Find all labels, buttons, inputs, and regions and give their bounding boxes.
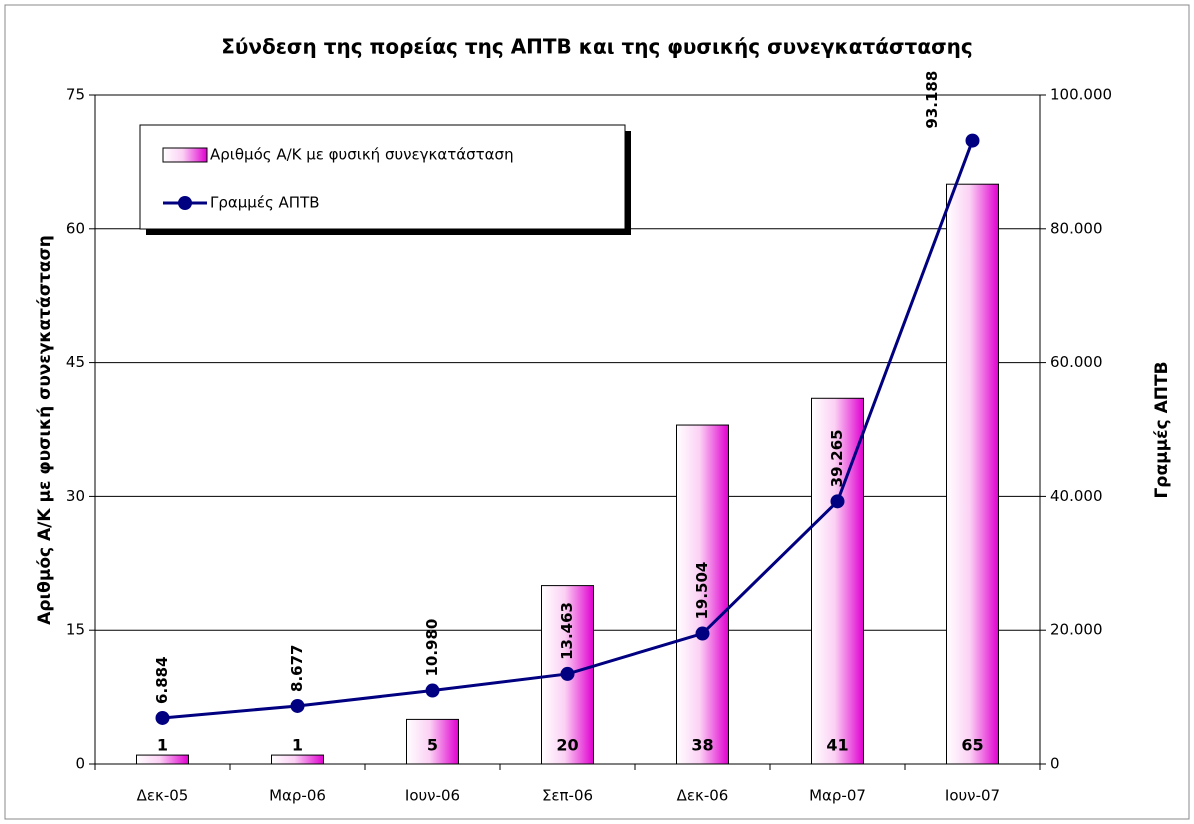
- line-marker: [830, 494, 845, 509]
- line-marker: [155, 710, 170, 725]
- legend-label: Αριθμός Α/Κ με φυσική συνεγκατάσταση: [210, 146, 514, 164]
- bar-value-label: 1: [292, 736, 303, 755]
- legend-swatch: [162, 147, 208, 163]
- bar: [946, 183, 999, 765]
- y-axis-label: Αριθμός Α/Κ με φυσική συνεγκατάσταση: [35, 235, 55, 625]
- y2-tick-label: 40.000: [1050, 487, 1103, 505]
- line-value-label: 6.884: [153, 656, 171, 703]
- legend-label: Γραμμές ΑΠΤΒ: [210, 194, 320, 212]
- x-tick-label: Δεκ-05: [137, 787, 189, 805]
- bar-value-label: 41: [826, 736, 848, 755]
- y2-tick-label: 20.000: [1050, 621, 1103, 639]
- bar-value-label: 38: [691, 736, 713, 755]
- y2-tick-label: 60.000: [1050, 353, 1103, 371]
- bar-value-label: 1: [157, 736, 168, 755]
- chart-title: Σύνδεση της πορείας της ΑΠΤΒ και της φυσ…: [221, 35, 972, 59]
- bar: [406, 718, 459, 765]
- legend-swatch: [178, 196, 192, 210]
- line-value-label: 8.677: [288, 644, 306, 691]
- line-marker: [290, 698, 305, 713]
- line-marker: [695, 626, 710, 641]
- line-value-label: 10.980: [423, 619, 441, 677]
- y2-tick-label: 100.000: [1050, 86, 1112, 104]
- y-tick-label: 60: [66, 219, 85, 237]
- line-marker: [965, 133, 980, 148]
- bar-value-label: 5: [427, 736, 438, 755]
- line-value-label: 93.188: [923, 71, 941, 129]
- line-marker: [560, 666, 575, 681]
- x-tick-label: Δεκ-06: [677, 787, 729, 805]
- y-tick-label: 0: [75, 755, 85, 773]
- x-tick-label: Μαρ-07: [809, 787, 866, 805]
- y2-axis-label: Γραμμές ΑΠΤΒ: [1152, 361, 1172, 498]
- x-tick-label: Ιουν-06: [405, 787, 460, 805]
- y-tick-label: 45: [66, 353, 85, 371]
- bar-value-label: 20: [556, 736, 578, 755]
- x-tick-label: Σεπ-06: [542, 787, 593, 805]
- line-marker: [425, 683, 440, 698]
- y-tick-label: 30: [66, 487, 85, 505]
- x-tick-label: Μαρ-06: [269, 787, 326, 805]
- y2-tick-label: 80.000: [1050, 219, 1103, 237]
- line-value-label: 39.265: [828, 429, 846, 487]
- line-value-label: 19.504: [693, 562, 711, 620]
- y-tick-label: 15: [66, 621, 85, 639]
- bar: [271, 754, 324, 765]
- bar-value-label: 65: [961, 736, 983, 755]
- y-tick-label: 75: [66, 86, 85, 104]
- y2-tick-label: 0: [1050, 755, 1060, 773]
- legend: [139, 124, 626, 230]
- line-value-label: 13.463: [558, 602, 576, 660]
- x-tick-label: Ιουν-07: [945, 787, 1000, 805]
- bar: [136, 754, 189, 765]
- bar: [676, 424, 729, 765]
